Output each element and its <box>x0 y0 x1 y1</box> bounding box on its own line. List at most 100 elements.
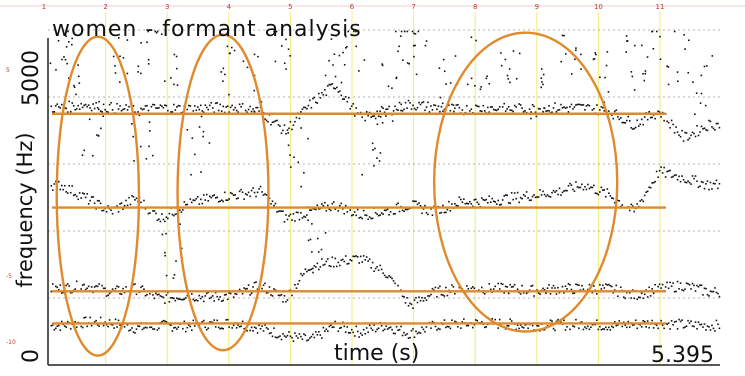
formant-point <box>285 38 287 41</box>
formant-point <box>237 197 239 199</box>
formant-point <box>525 191 528 193</box>
formant-point <box>143 199 145 202</box>
formant-point <box>693 132 695 135</box>
formant-point <box>639 296 642 299</box>
formant-point <box>208 195 211 198</box>
formant-point <box>470 287 473 290</box>
formant-point <box>512 198 514 201</box>
formant-point <box>374 117 377 120</box>
formant-point <box>630 71 633 73</box>
formant-point <box>652 327 655 329</box>
formant-point <box>446 325 449 328</box>
formant-point <box>144 326 147 329</box>
formant-point <box>137 65 140 68</box>
formant-point <box>507 105 510 108</box>
formant-point <box>201 321 204 323</box>
formant-point <box>504 285 507 288</box>
formant-point <box>301 108 304 110</box>
formant-point <box>696 284 698 287</box>
formant-point <box>409 336 411 339</box>
formant-point <box>515 77 518 80</box>
formant-point <box>125 104 127 106</box>
formant-point <box>112 55 115 58</box>
formant-point <box>388 275 390 277</box>
formant-point <box>330 324 332 327</box>
formant-point <box>406 107 408 109</box>
formant-point <box>219 327 221 330</box>
formant-point <box>412 307 414 309</box>
formant-point <box>138 114 141 117</box>
formant-point <box>410 329 413 332</box>
formant-point <box>149 130 151 132</box>
formant-point <box>501 106 504 108</box>
formant-point <box>279 125 281 127</box>
formant-point <box>596 192 598 195</box>
formant-point <box>287 132 289 134</box>
formant-point <box>682 289 685 292</box>
formant-point <box>385 209 387 212</box>
formant-point <box>672 175 674 178</box>
formant-point <box>249 294 251 296</box>
formant-point <box>373 324 375 326</box>
formant-point <box>327 330 329 332</box>
formant-point <box>65 326 68 329</box>
formant-point <box>605 195 607 198</box>
formant-point <box>295 211 298 214</box>
formant-point <box>648 286 650 289</box>
formant-point <box>264 118 266 120</box>
formant-point <box>573 292 576 294</box>
formant-point <box>697 186 700 188</box>
formant-point <box>97 108 100 111</box>
formant-point <box>125 199 127 202</box>
formant-point <box>205 328 208 331</box>
formant-point <box>461 109 464 111</box>
formant-point <box>268 286 271 288</box>
formant-point <box>555 189 558 192</box>
formant-point <box>108 319 111 321</box>
formant-point <box>642 123 644 126</box>
formant-point <box>344 96 347 98</box>
formant-point <box>401 110 404 112</box>
formant-point <box>587 104 589 106</box>
formant-point <box>280 293 283 296</box>
x-axis-label: time (s) <box>334 341 419 366</box>
formant-point <box>527 197 529 199</box>
formant-point <box>111 288 114 290</box>
formant-point <box>549 319 552 322</box>
formant-point <box>168 300 171 303</box>
formant-point <box>174 326 177 329</box>
formant-point <box>298 279 301 282</box>
formant-point <box>300 127 302 129</box>
formant-point <box>291 219 293 221</box>
formant-point <box>425 326 428 328</box>
formant-point <box>244 109 247 112</box>
formant-point <box>579 103 582 106</box>
formant-point <box>155 212 157 215</box>
formant-point <box>413 336 416 339</box>
formant-point <box>542 190 544 193</box>
formant-point <box>322 93 325 96</box>
formant-point <box>572 108 574 110</box>
formant-point <box>425 299 428 301</box>
formant-point <box>563 319 565 322</box>
formant-point <box>711 290 713 293</box>
formant-point <box>441 102 444 105</box>
formant-point <box>349 107 352 110</box>
formant-point <box>346 326 349 328</box>
formant-point <box>54 104 57 107</box>
formant-point <box>249 195 251 198</box>
formant-point <box>513 283 516 286</box>
formant-point <box>600 328 603 331</box>
formant-point <box>96 106 99 109</box>
formant-point <box>287 144 290 147</box>
formant-point <box>646 118 649 121</box>
formant-point <box>316 204 319 207</box>
formant-point <box>439 212 441 214</box>
formant-point <box>176 67 178 70</box>
formant-point <box>454 107 456 110</box>
formant-point <box>89 199 91 202</box>
formant-point <box>164 251 166 254</box>
formant-point <box>141 328 144 331</box>
formant-point <box>667 287 670 290</box>
